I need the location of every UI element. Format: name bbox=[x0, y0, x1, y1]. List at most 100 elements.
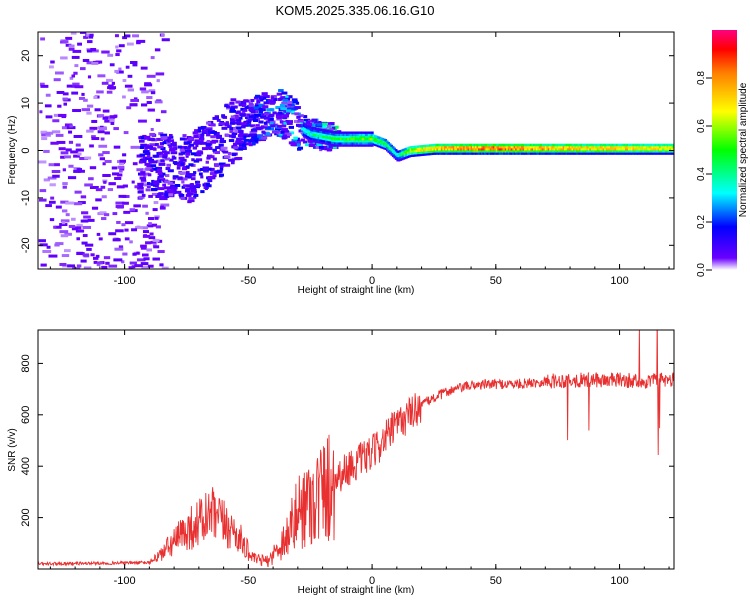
spectrogram-cell bbox=[430, 144, 434, 147]
spectrogram-cell bbox=[623, 152, 627, 155]
spectrogram-cell bbox=[546, 145, 549, 149]
spectrogram-cell bbox=[409, 146, 413, 149]
spectrogram-cell bbox=[494, 150, 497, 153]
spectrogram-cell bbox=[537, 150, 540, 153]
spectrogram-cell bbox=[632, 143, 636, 147]
spectrogram-cell bbox=[412, 152, 416, 155]
spectrogram-cell bbox=[405, 147, 408, 151]
spectrogram-cell bbox=[434, 148, 438, 151]
spectrogram-cell bbox=[659, 143, 662, 147]
spectrogram-cell bbox=[452, 148, 456, 151]
spectrogram-cell bbox=[377, 144, 380, 148]
spectrogram-cell bbox=[316, 144, 322, 148]
spectrogram-cell bbox=[470, 143, 474, 147]
spectrogram-cell bbox=[451, 150, 454, 153]
spectrogram-cell bbox=[605, 148, 609, 151]
spectrogram-cell bbox=[185, 154, 189, 158]
spectrogram-cell bbox=[470, 152, 474, 155]
spectrogram-cell bbox=[354, 144, 358, 147]
spectrogram-cell bbox=[415, 149, 419, 153]
spectrogram-cell bbox=[165, 194, 170, 198]
spectrogram-cell bbox=[348, 144, 352, 147]
spectrogram-cell bbox=[226, 105, 231, 109]
spectrogram-cell bbox=[489, 148, 493, 151]
spectrogram-cell bbox=[260, 125, 268, 129]
spectrogram-cell bbox=[488, 143, 491, 147]
spectrogram-cell bbox=[672, 152, 674, 155]
spectrogram-ylabel: Frequency (Hz) bbox=[7, 116, 18, 185]
spectrogram-cell bbox=[146, 96, 153, 100]
spectrogram-cell bbox=[467, 148, 471, 151]
spectrogram-cell bbox=[314, 131, 318, 135]
spectrogram-cell bbox=[320, 141, 324, 144]
spectrogram-cell bbox=[100, 137, 105, 141]
spectrogram-cell bbox=[592, 145, 595, 149]
spectrogram-cell bbox=[220, 146, 228, 150]
spectrogram-cell bbox=[491, 152, 494, 155]
spectrogram-cell bbox=[182, 134, 187, 138]
spectrogram-cell bbox=[644, 152, 647, 155]
spectrogram-cell bbox=[492, 152, 496, 155]
spectrogram-cell bbox=[197, 126, 205, 130]
spectrogram-cell bbox=[341, 133, 344, 137]
spectrogram-cell bbox=[127, 88, 135, 92]
spectrogram-cell bbox=[155, 166, 163, 170]
spectrogram-cell bbox=[437, 143, 441, 147]
spectrogram-cell bbox=[245, 134, 251, 138]
spectrogram-cell bbox=[214, 115, 220, 119]
spectrogram-cell bbox=[393, 147, 396, 151]
spectrogram-cell bbox=[590, 145, 594, 149]
spectrogram-cell bbox=[653, 145, 656, 149]
spectrogram-cell bbox=[657, 145, 661, 149]
spectrogram-cell bbox=[570, 145, 573, 149]
spectrogram-cell bbox=[567, 145, 570, 149]
spectrogram-cell bbox=[558, 148, 561, 151]
spectrogram-cell bbox=[423, 144, 426, 148]
spectrogram-cell bbox=[393, 151, 396, 155]
spectrogram-cell bbox=[96, 261, 103, 265]
spectrogram-cell bbox=[280, 107, 287, 111]
spectrogram-cell bbox=[235, 126, 242, 130]
spectrogram-cell bbox=[494, 148, 497, 151]
spectrogram-cell bbox=[176, 166, 181, 170]
spectrogram-cell bbox=[495, 145, 499, 149]
spectrogram-cell bbox=[40, 263, 47, 267]
spectrogram-cell bbox=[580, 152, 584, 155]
spectrogram-cell bbox=[98, 144, 108, 148]
spectrogram-cell bbox=[354, 133, 358, 137]
spectrogram-cell bbox=[48, 200, 56, 204]
spectrogram-cell bbox=[550, 148, 554, 151]
spectrogram-cell bbox=[598, 143, 601, 147]
spectrogram-cell bbox=[193, 193, 199, 197]
spectrogram-cell bbox=[568, 148, 572, 151]
spectrogram-cell bbox=[372, 136, 376, 140]
spectrogram-cell bbox=[75, 229, 85, 233]
spectrogram-cell bbox=[185, 173, 192, 177]
spectrogram-cell bbox=[596, 143, 600, 147]
spectrogram-cell bbox=[87, 75, 92, 79]
spectrogram-cell bbox=[412, 147, 416, 151]
spectrogram-cell bbox=[262, 96, 267, 100]
spectrogram-cell bbox=[436, 148, 440, 151]
spectrogram-cell bbox=[601, 148, 604, 151]
spectrogram-cell bbox=[627, 152, 631, 155]
spectrogram-cell bbox=[70, 150, 79, 154]
spectrogram-cell bbox=[516, 145, 520, 149]
spectrogram-cell bbox=[225, 121, 229, 125]
spectrogram-cell bbox=[448, 143, 451, 147]
spectrogram-cell bbox=[521, 148, 524, 151]
spectrogram-cell bbox=[522, 152, 526, 155]
spectrogram-cell bbox=[482, 148, 486, 151]
spectrogram-cell bbox=[316, 130, 319, 133]
spectrogram-cell bbox=[241, 103, 247, 107]
spectrogram-cell bbox=[651, 148, 655, 151]
spectrogram-cell bbox=[417, 153, 420, 157]
spectrogram-cell bbox=[114, 69, 120, 73]
spectrogram-cell bbox=[307, 135, 310, 139]
spectrogram-cell bbox=[124, 228, 129, 232]
spectrogram-cell bbox=[559, 148, 563, 151]
spectrogram-cell bbox=[344, 135, 347, 139]
spectrogram-cell bbox=[635, 152, 638, 155]
spectrogram-cell bbox=[216, 131, 220, 135]
spectrogram-cell bbox=[412, 150, 416, 153]
